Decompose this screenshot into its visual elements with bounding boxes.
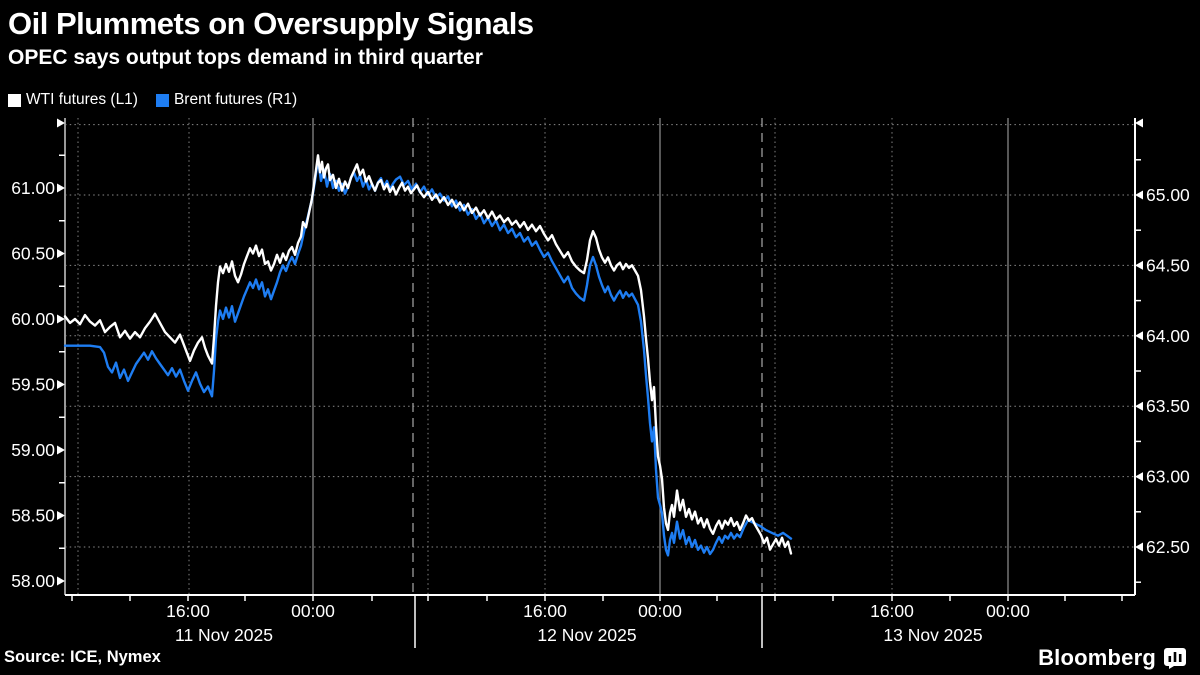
- svg-text:16:00: 16:00: [870, 601, 914, 621]
- legend-item-brent: Brent futures (R1): [155, 91, 298, 109]
- svg-text:59.50: 59.50: [11, 375, 55, 395]
- svg-text:63.50: 63.50: [1146, 396, 1190, 416]
- svg-text:58.50: 58.50: [11, 506, 55, 526]
- svg-text:00:00: 00:00: [291, 601, 335, 621]
- svg-text:00:00: 00:00: [986, 601, 1030, 621]
- bloomberg-logo: Bloomberg: [1038, 645, 1186, 671]
- svg-text:65.00: 65.00: [1146, 185, 1190, 205]
- svg-text:62.50: 62.50: [1146, 537, 1190, 557]
- bloomberg-wordmark: Bloomberg: [1038, 645, 1156, 670]
- legend-item-wti: WTI futures (L1): [8, 91, 138, 109]
- svg-text:16:00: 16:00: [166, 601, 210, 621]
- svg-text:00:00: 00:00: [638, 601, 682, 621]
- svg-text:61.00: 61.00: [11, 178, 55, 198]
- svg-text:63.00: 63.00: [1146, 467, 1190, 487]
- page-title: Oil Plummets on Oversupply Signals: [8, 6, 534, 41]
- svg-text:11 Nov 2025: 11 Nov 2025: [175, 625, 273, 645]
- legend-label-brent: Brent futures (R1): [173, 91, 298, 108]
- legend: WTI futures (L1) Brent futures (R1): [8, 91, 297, 109]
- bloomberg-terminal-icon: [1164, 647, 1186, 669]
- svg-text:58.00: 58.00: [11, 571, 55, 591]
- svg-text:64.50: 64.50: [1146, 255, 1190, 275]
- wti-swatch-icon: [8, 93, 21, 107]
- svg-text:13 Nov 2025: 13 Nov 2025: [883, 625, 982, 645]
- svg-text:16:00: 16:00: [523, 601, 567, 621]
- page-subtitle: OPEC says output tops demand in third qu…: [8, 46, 483, 69]
- svg-text:60.00: 60.00: [11, 309, 55, 329]
- legend-label-wti: WTI futures (L1): [26, 91, 138, 108]
- source-label: Source: ICE, Nymex: [4, 648, 161, 666]
- svg-text:12 Nov 2025: 12 Nov 2025: [537, 625, 636, 645]
- svg-text:59.00: 59.00: [11, 440, 55, 460]
- svg-text:64.00: 64.00: [1146, 326, 1190, 346]
- brent-swatch-icon: [155, 93, 169, 107]
- svg-text:60.50: 60.50: [11, 244, 55, 264]
